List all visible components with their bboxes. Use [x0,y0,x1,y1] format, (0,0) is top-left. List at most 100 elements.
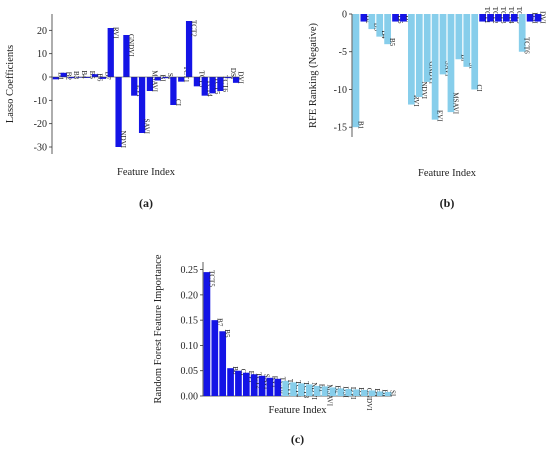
bar [495,14,502,22]
bar [138,77,146,133]
bar-label: B7 [215,318,223,327]
bar [479,14,486,22]
bar [423,14,431,82]
bar-label: RVI [111,27,119,39]
bar [368,14,376,30]
bar [60,72,67,77]
bar-label: SI [467,63,475,70]
panel-caption: (c) [291,432,304,446]
y-tick-label: -5 [339,47,347,58]
bar-label: B5 [88,71,96,80]
bar-label: DSI [229,68,237,80]
bar-label: BI [459,54,467,62]
panel-caption: (a) [139,196,153,210]
bar-label: MSAVI [451,92,459,114]
bar [352,14,360,128]
bar-label: TCT6 [221,75,229,92]
bar-label: CI [475,84,483,92]
bar [162,77,169,79]
bar-label: EVI [436,110,444,122]
bar-label: B4 [80,71,88,80]
bar-label: B5 [223,329,231,338]
bar-label: NDVI [420,82,428,100]
bar [313,385,321,396]
bar-label: DVI [349,387,357,400]
bar-label: B6 [96,73,104,82]
y-tick-label: 0.05 [181,366,199,377]
bar [131,77,138,96]
bar [384,14,391,45]
bar-label: SAVI [444,61,452,77]
bar-label: EVI [135,85,143,97]
bar-label: RVI [412,95,420,107]
bar-label: TCT1 [483,7,491,24]
bar [154,77,161,81]
bar [415,14,423,98]
y-tick-label: 10 [37,49,47,60]
bar-label: SI [389,390,397,397]
bar [170,77,177,105]
bar-label: BI [158,75,166,83]
bar-label: B2 [64,72,72,81]
bar [361,389,368,396]
bar [329,387,337,396]
bar [232,77,240,83]
bar [463,14,471,67]
bar [185,21,193,77]
bar [503,14,510,22]
bar-label: TCT5 [515,7,523,24]
bar [211,320,219,396]
bar [146,77,154,91]
bar [282,380,290,396]
bar [68,77,75,79]
y-tick-label: -30 [34,143,47,154]
bar [439,14,447,75]
bar-label: NDVI [310,382,318,400]
bar-label: DSI [531,12,539,24]
bar-label: DVI [539,11,547,24]
x-axis-title: Feature Index [117,167,176,178]
y-tick-label: 0.20 [181,290,199,301]
bar [242,372,250,396]
bar [368,390,376,396]
bar [203,272,211,396]
bar-label: B2 [364,15,372,24]
bar [219,331,227,396]
bar [510,14,518,22]
bar [518,14,526,52]
bar-label: B7 [103,72,111,81]
bar [201,77,208,96]
bar-label: B3 [357,387,365,396]
bar-label: MSAVI [326,384,334,406]
bar-label: TCT2 [255,372,263,389]
bar [305,384,313,396]
bar [376,14,384,37]
panel-a: 20 10 0 -10 -20 -30 B1 B2 B3 B4 B5 B6 B7 RVI NDVI GNDVI… [5,14,245,210]
bar-label: TCT3 [499,7,507,24]
bar [431,14,439,120]
bar [298,383,305,396]
bar-label: B5 [388,38,396,47]
bar-label: TCT5 [213,78,221,95]
x-axis-title: Feature Index [268,405,327,416]
bar-label: RVI [270,376,278,388]
y-axis-title: RFE Ranking (Negative) [308,23,319,128]
bar-label: TCT4 [205,80,213,97]
bar-label: TCT1 [182,66,190,83]
bar-label: TCT6 [278,377,286,394]
bar [487,14,494,22]
bar-label: SAVI [143,119,151,135]
bar [455,14,463,60]
bar [235,370,242,396]
bar-label: B6 [231,366,239,375]
bar [178,77,185,82]
bar [115,77,122,147]
bar [209,77,216,94]
y-tick-label: 0.10 [181,341,199,352]
bar-label: MSAVI [150,70,158,92]
bar-label: TCT6 [523,37,531,54]
bar [400,14,407,22]
bar [447,14,455,113]
